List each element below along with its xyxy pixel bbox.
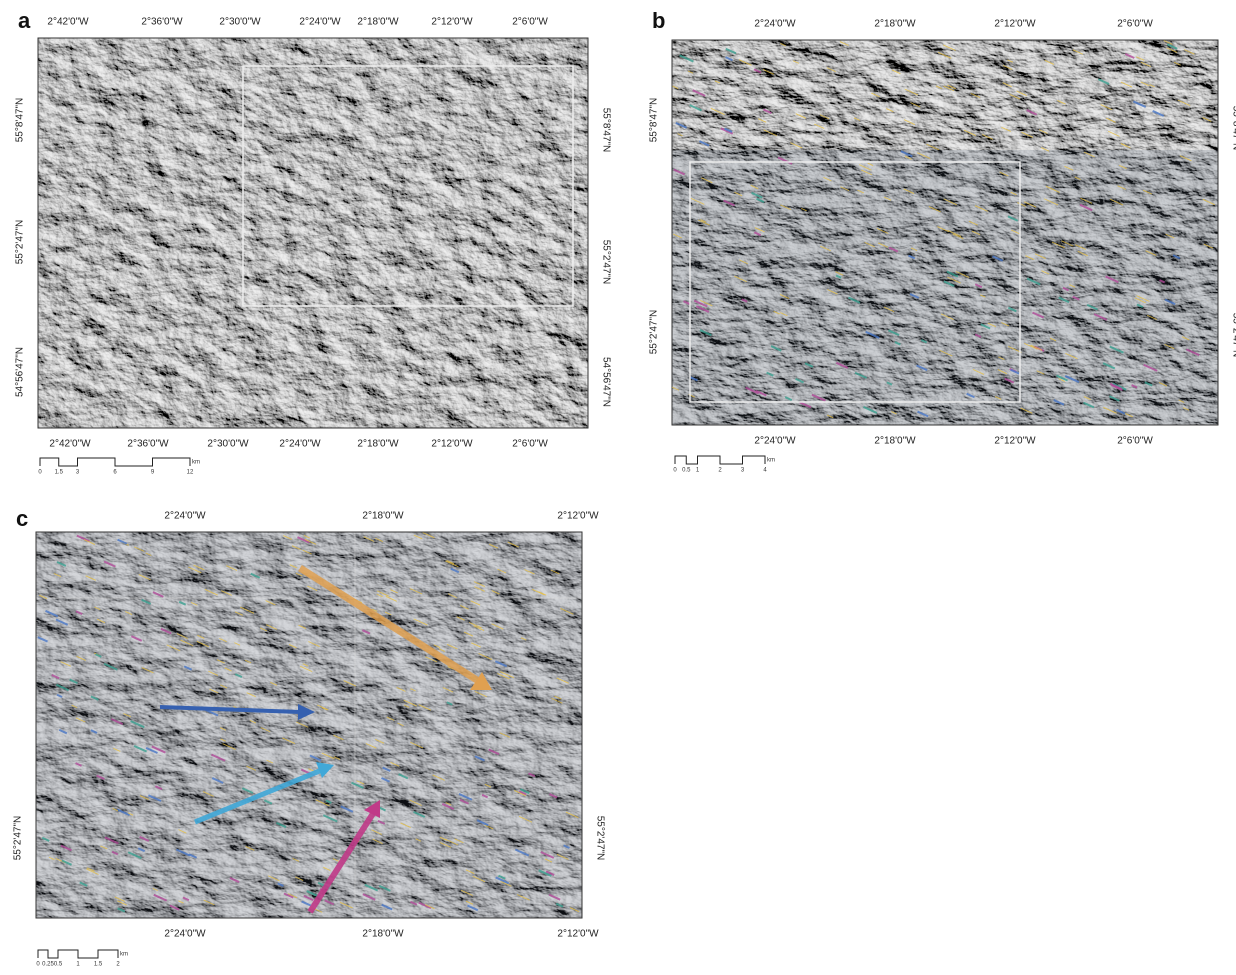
- latitude-label: 55°2'47"N: [1230, 313, 1236, 358]
- scale-label: 2: [718, 468, 722, 474]
- scale-label: 0: [38, 470, 42, 476]
- latitude-label: 55°8'47"N: [1230, 106, 1236, 151]
- longitude-label: 2°6'0"W: [512, 17, 548, 28]
- scale-unit: km: [192, 460, 200, 466]
- longitude-label: 2°12'0"W: [431, 17, 473, 28]
- scale-label: 3: [741, 468, 745, 474]
- figure: a 2°42'0"W 2°36'0"W 2°30'0"W 2°24'0"W 2°18'0"…: [0, 0, 1236, 970]
- longitude-label: 2°30'0"W: [219, 17, 261, 28]
- longitude-label: 2°6'0"W: [512, 439, 548, 450]
- longitude-label: 2°12'0"W: [431, 439, 473, 450]
- longitude-label: 2°24'0"W: [754, 436, 796, 447]
- latitude-label: 54°56'47"N: [15, 347, 26, 397]
- longitude-label: 2°18'0"W: [357, 17, 399, 28]
- longitude-label: 2°24'0"W: [164, 511, 206, 522]
- longitude-label: 2°6'0"W: [1117, 19, 1153, 30]
- longitude-label: 2°18'0"W: [357, 439, 399, 450]
- scale-label: 9: [151, 470, 155, 476]
- latitude-label: 55°2'47"N: [594, 816, 605, 861]
- longitude-label: 2°42'0"W: [47, 17, 89, 28]
- longitude-label: 2°12'0"W: [994, 19, 1036, 30]
- longitude-label: 2°24'0"W: [299, 17, 341, 28]
- scale-label: 0.5: [54, 962, 63, 968]
- scale-label: 2: [116, 962, 120, 968]
- longitude-label: 2°42'0"W: [49, 439, 91, 450]
- scale-bar: [38, 950, 118, 958]
- scale-label: 1: [696, 468, 700, 474]
- scale-label: 6: [113, 470, 117, 476]
- color-tint: [672, 150, 1218, 425]
- scale-unit: km: [767, 458, 775, 464]
- longitude-label: 2°24'0"W: [164, 929, 206, 940]
- longitude-label: 2°6'0"W: [1117, 436, 1153, 447]
- longitude-label: 2°18'0"W: [874, 436, 916, 447]
- longitude-label: 2°12'0"W: [557, 929, 599, 940]
- latitude-label: 55°2'47"N: [13, 816, 24, 861]
- color-tint: [36, 532, 582, 918]
- latitude-label: 55°2'47"N: [15, 220, 26, 265]
- scale-unit: km: [120, 952, 128, 958]
- panel-label: a: [18, 8, 31, 33]
- latitude-label: 55°2'47"N: [649, 310, 660, 355]
- scale-label: 3: [76, 470, 80, 476]
- scale-bar: [675, 456, 765, 464]
- longitude-label: 2°12'0"W: [557, 511, 599, 522]
- latitude-label: 55°8'47"N: [600, 108, 611, 153]
- scale-bar: [40, 458, 190, 466]
- scale-label: 12: [187, 470, 194, 476]
- latitude-label: 54°56'47"N: [600, 357, 611, 407]
- longitude-label: 2°24'0"W: [754, 19, 796, 30]
- latitude-label: 55°8'47"N: [649, 98, 660, 143]
- scale-label: 0.5: [682, 468, 691, 474]
- hillshade-map: [38, 38, 588, 428]
- longitude-label: 2°12'0"W: [994, 436, 1036, 447]
- scale-label: 4: [763, 468, 767, 474]
- latitude-label: 55°8'47"N: [15, 98, 26, 143]
- longitude-label: 2°18'0"W: [362, 929, 404, 940]
- longitude-label: 2°24'0"W: [279, 439, 321, 450]
- scale-label: 0: [673, 468, 677, 474]
- longitude-label: 2°36'0"W: [141, 17, 183, 28]
- longitude-label: 2°30'0"W: [207, 439, 249, 450]
- panel-label: c: [16, 506, 28, 531]
- scale-label: 1.5: [94, 962, 103, 968]
- longitude-label: 2°18'0"W: [362, 511, 404, 522]
- latitude-label: 55°2'47"N: [600, 240, 611, 285]
- scale-label: 1.5: [55, 470, 64, 476]
- scale-label: 0.25: [42, 962, 54, 968]
- longitude-label: 2°18'0"W: [874, 19, 916, 30]
- longitude-label: 2°36'0"W: [127, 439, 169, 450]
- panel-label: b: [652, 8, 665, 33]
- scale-label: 0: [36, 962, 40, 968]
- scale-label: 1: [76, 962, 80, 968]
